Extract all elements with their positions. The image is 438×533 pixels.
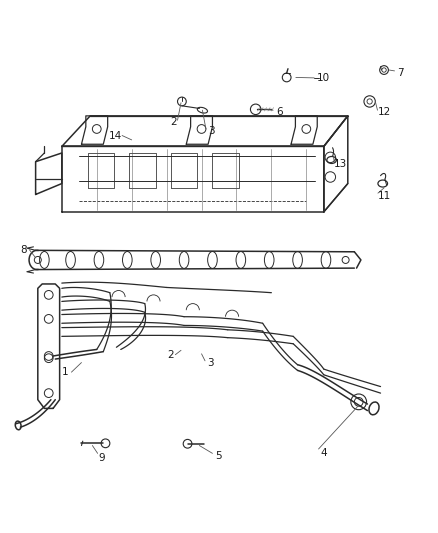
Text: 6: 6 <box>276 107 283 117</box>
Text: 13: 13 <box>334 159 347 169</box>
Text: 2: 2 <box>168 350 174 360</box>
Text: 9: 9 <box>99 453 105 463</box>
Text: 10: 10 <box>316 73 329 83</box>
Text: 8: 8 <box>20 245 27 255</box>
Text: 2: 2 <box>170 117 177 126</box>
Text: 3: 3 <box>207 358 214 368</box>
Text: 5: 5 <box>215 451 222 462</box>
Text: 12: 12 <box>378 107 391 117</box>
Text: 3: 3 <box>208 126 215 136</box>
Text: 7: 7 <box>397 68 404 78</box>
Text: 14: 14 <box>109 131 122 141</box>
Text: 4: 4 <box>321 448 327 458</box>
Text: 1: 1 <box>62 367 69 377</box>
Text: 11: 11 <box>378 191 391 201</box>
